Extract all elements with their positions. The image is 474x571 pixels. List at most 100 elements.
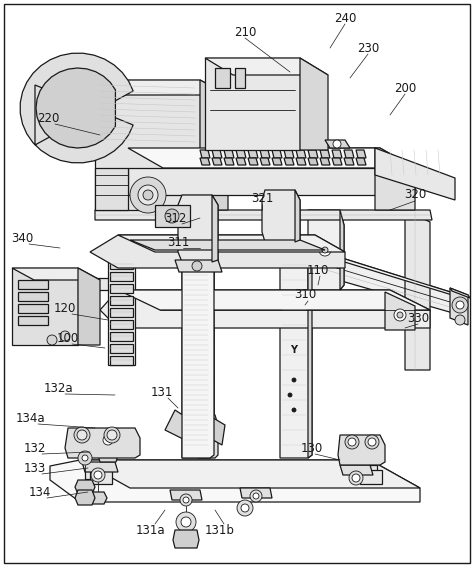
Circle shape [322, 247, 328, 253]
Polygon shape [340, 465, 373, 475]
Polygon shape [450, 288, 468, 325]
Circle shape [143, 190, 153, 200]
Polygon shape [200, 80, 228, 210]
Polygon shape [224, 150, 234, 158]
Polygon shape [284, 150, 294, 158]
Polygon shape [338, 435, 385, 465]
Bar [85, 465, 107, 479]
Polygon shape [332, 158, 342, 165]
Text: 310: 310 [294, 288, 316, 301]
Circle shape [349, 471, 363, 485]
Polygon shape [272, 150, 282, 158]
Circle shape [138, 185, 158, 205]
Circle shape [180, 494, 192, 506]
Circle shape [348, 438, 356, 446]
Circle shape [456, 301, 464, 309]
Circle shape [94, 471, 102, 479]
Text: 330: 330 [407, 312, 429, 324]
Circle shape [455, 315, 465, 325]
Polygon shape [212, 195, 218, 262]
Polygon shape [36, 68, 116, 148]
Circle shape [82, 455, 88, 461]
Polygon shape [200, 150, 210, 158]
Circle shape [130, 177, 166, 213]
Polygon shape [95, 80, 200, 210]
Polygon shape [210, 245, 214, 458]
Polygon shape [110, 320, 133, 329]
Polygon shape [110, 296, 133, 305]
Text: 321: 321 [251, 191, 273, 204]
Polygon shape [248, 158, 258, 165]
Circle shape [103, 435, 113, 445]
Polygon shape [205, 58, 300, 150]
Bar [186, 430, 206, 442]
Polygon shape [356, 158, 366, 165]
Polygon shape [236, 158, 246, 165]
Polygon shape [110, 332, 133, 341]
Text: 320: 320 [404, 188, 426, 202]
Bar [186, 340, 206, 352]
Bar [360, 470, 382, 484]
Polygon shape [375, 148, 415, 210]
Polygon shape [110, 344, 133, 353]
Circle shape [107, 430, 117, 440]
Polygon shape [310, 248, 462, 298]
Polygon shape [78, 278, 132, 290]
Polygon shape [320, 150, 330, 158]
Text: 220: 220 [37, 111, 59, 124]
Polygon shape [110, 284, 133, 293]
Polygon shape [308, 150, 318, 158]
Circle shape [60, 331, 70, 341]
Polygon shape [332, 150, 342, 158]
Polygon shape [240, 488, 272, 498]
Circle shape [181, 517, 191, 527]
Circle shape [292, 378, 296, 382]
Polygon shape [308, 245, 312, 458]
Polygon shape [65, 428, 140, 458]
Polygon shape [130, 240, 325, 250]
Polygon shape [110, 272, 133, 281]
Polygon shape [320, 158, 330, 165]
Text: 132: 132 [24, 441, 46, 455]
Polygon shape [195, 415, 218, 458]
Polygon shape [296, 150, 306, 158]
Polygon shape [262, 190, 300, 242]
Polygon shape [175, 260, 222, 272]
Text: 240: 240 [334, 11, 356, 25]
Circle shape [292, 408, 296, 412]
Text: 110: 110 [307, 263, 329, 276]
Circle shape [394, 309, 406, 321]
Polygon shape [165, 410, 198, 445]
Polygon shape [344, 150, 354, 158]
Polygon shape [224, 158, 234, 165]
Polygon shape [212, 158, 222, 165]
Text: 120: 120 [54, 301, 76, 315]
Polygon shape [295, 190, 300, 242]
Circle shape [179, 518, 193, 532]
Polygon shape [308, 210, 344, 290]
Polygon shape [272, 158, 282, 165]
Polygon shape [182, 258, 214, 458]
Polygon shape [170, 490, 202, 500]
Polygon shape [173, 530, 199, 548]
Polygon shape [325, 140, 350, 148]
Text: 131b: 131b [205, 524, 235, 537]
Text: 312: 312 [164, 211, 186, 224]
Text: 131: 131 [151, 385, 173, 399]
Text: Y: Y [291, 345, 298, 355]
Bar [18, 280, 48, 289]
Circle shape [365, 435, 379, 449]
Polygon shape [375, 148, 455, 200]
Bar [18, 304, 48, 313]
Polygon shape [89, 492, 107, 504]
Circle shape [99, 431, 117, 449]
Text: 133: 133 [24, 461, 46, 475]
Polygon shape [90, 235, 345, 268]
Polygon shape [95, 168, 128, 210]
Circle shape [176, 512, 196, 532]
Polygon shape [212, 150, 222, 158]
Polygon shape [110, 260, 133, 269]
Polygon shape [110, 308, 133, 317]
Circle shape [397, 312, 403, 318]
Polygon shape [75, 490, 95, 505]
